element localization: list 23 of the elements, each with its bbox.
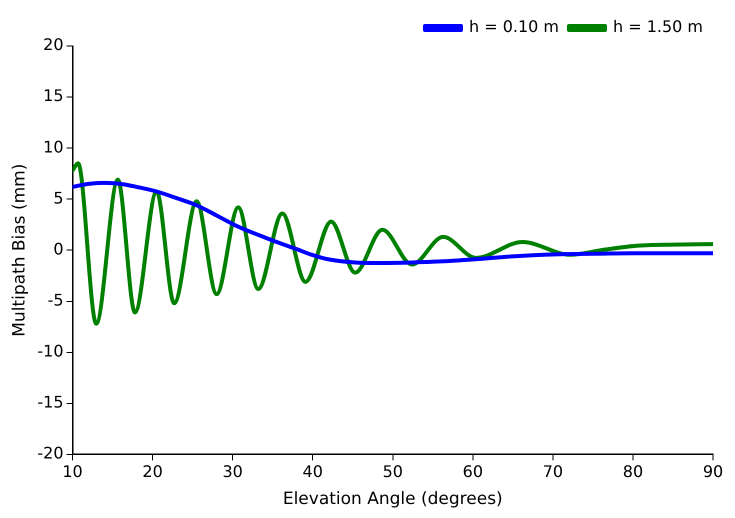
- y-tick-label: -20: [37, 444, 64, 463]
- legend-label: h = 0.10 m: [468, 17, 559, 36]
- y-tick-label: 0: [53, 239, 64, 258]
- x-tick-label: 50: [382, 462, 403, 482]
- legend-label: h = 1.50 m: [612, 17, 703, 36]
- x-tick-label: 80: [622, 462, 644, 482]
- x-tick-label: 70: [542, 462, 564, 482]
- x-tick-label: 30: [222, 462, 243, 482]
- x-tick-label: 20: [142, 462, 163, 482]
- y-tick-label: 20: [43, 35, 64, 54]
- line-series: [72, 161, 713, 326]
- x-axis-title: Elevation Angle (degrees): [282, 489, 503, 510]
- x-tick-label: 60: [462, 462, 484, 482]
- y-tick-label: 5: [53, 188, 64, 208]
- y-tick-label: -5: [48, 290, 64, 310]
- x-tick-label: 90: [702, 462, 724, 482]
- line-series: [72, 180, 713, 265]
- y-tick-label: -15: [37, 392, 64, 412]
- y-tick-label: 15: [43, 86, 64, 106]
- y-tick-label: 10: [43, 137, 64, 156]
- x-tick-label: 40: [302, 462, 323, 482]
- y-tick-label: -10: [37, 341, 64, 360]
- y-axis-title: Multipath Bias (mm): [10, 164, 30, 337]
